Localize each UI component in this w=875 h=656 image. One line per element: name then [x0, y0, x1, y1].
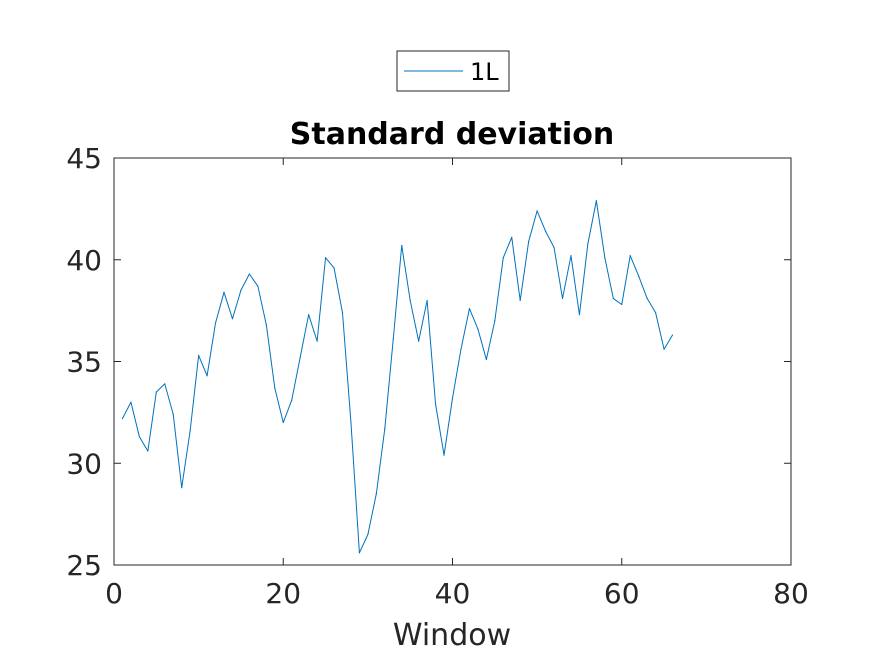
legend: 1L: [396, 50, 510, 92]
plot-area: [113, 157, 792, 566]
legend-label-1l: 1L: [470, 58, 499, 86]
data-point: [274, 387, 276, 389]
data-point: [536, 210, 538, 212]
data-point: [460, 348, 462, 350]
data-point: [265, 324, 267, 326]
data-point: [282, 421, 284, 424]
data-point: [604, 257, 606, 259]
data-point: [240, 289, 242, 291]
data-point: [655, 312, 657, 314]
data-point: [155, 391, 157, 393]
data-point: [553, 246, 555, 249]
data-point: [206, 375, 208, 377]
data-point: [181, 487, 183, 489]
data-point: [570, 255, 572, 257]
data-point: [333, 267, 335, 269]
data-point: [418, 340, 420, 342]
data-point: [214, 322, 217, 324]
data-point: [528, 240, 530, 243]
x-tick-label: 40: [435, 577, 471, 610]
x-axis: 0 20 40 60 80: [105, 158, 809, 610]
chart-title: Standard deviation: [290, 117, 614, 152]
y-axis: 25 30 35 40 45: [66, 142, 791, 582]
x-tick-label: 20: [265, 577, 301, 610]
data-point: [189, 430, 191, 432]
data-point: [595, 200, 597, 202]
data-point: [587, 242, 589, 245]
data-point: [130, 401, 132, 403]
data-point: [350, 421, 352, 424]
y-tick-label: 30: [66, 447, 102, 480]
data-point: [223, 291, 225, 293]
data-point: [646, 297, 648, 300]
data-point: [341, 312, 344, 314]
data-point: [367, 533, 369, 536]
data-point: [172, 413, 174, 416]
x-tick-label: 80: [773, 577, 809, 610]
data-point: [578, 314, 581, 316]
data-point: [511, 236, 513, 238]
data-point: [257, 285, 259, 287]
y-tick-label: 25: [66, 549, 102, 582]
data-point: [198, 354, 200, 356]
data-point: [629, 255, 631, 257]
data-point: [561, 297, 564, 300]
data-point: [671, 334, 674, 336]
x-tick-label: 60: [604, 577, 640, 610]
data-point: [443, 454, 445, 456]
data-point: [231, 318, 234, 320]
data-point: [384, 428, 386, 430]
series-line-1l: [122, 200, 673, 554]
data-point: [299, 356, 301, 359]
data-point: [138, 436, 140, 438]
data-point: [519, 299, 521, 302]
data-point: [468, 307, 471, 310]
data-point: [494, 320, 496, 322]
data-point: [392, 338, 394, 340]
data-point: [248, 273, 250, 275]
x-axis-label: Window: [393, 618, 511, 653]
data-point: [316, 340, 318, 342]
data-point: [121, 417, 124, 420]
series-layer: [121, 200, 674, 554]
data-point: [358, 552, 361, 554]
data-point: [401, 244, 403, 247]
data-point: [291, 399, 293, 401]
y-tick-label: 45: [66, 142, 102, 175]
y-tick-label: 35: [66, 346, 102, 379]
data-point: [324, 257, 327, 259]
data-point: [308, 314, 310, 316]
x-tick-label: 0: [105, 577, 123, 610]
data-point: [502, 257, 504, 259]
data-point: [164, 383, 166, 385]
data-point: [544, 230, 547, 232]
data-point: [638, 275, 640, 277]
data-point: [663, 348, 665, 350]
data-point: [147, 450, 149, 452]
data-point: [621, 303, 623, 306]
data-point: [612, 297, 614, 300]
data-point: [426, 299, 428, 302]
data-point: [477, 328, 479, 330]
y-tick-label: 40: [66, 244, 102, 277]
data-point: [485, 358, 487, 361]
data-point: [451, 397, 454, 399]
data-point: [375, 493, 377, 495]
data-point: [409, 299, 411, 302]
data-point: [434, 403, 437, 405]
